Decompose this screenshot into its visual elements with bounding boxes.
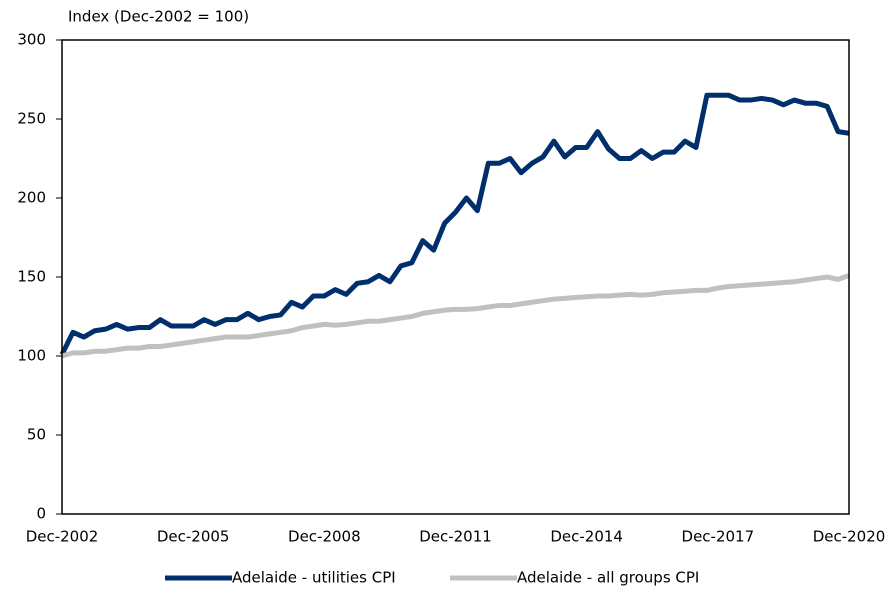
x-tick-label: Dec-2005 (157, 528, 230, 546)
legend-label: Adelaide - utilities CPI (232, 569, 396, 587)
series-line (59, 92, 850, 356)
x-tick-label: Dec-2014 (550, 528, 623, 546)
x-tick-label: Dec-2011 (419, 528, 492, 546)
y-tick-label: 100 (17, 347, 46, 365)
y-tick-label: 300 (17, 31, 46, 49)
plot-frame (61, 39, 850, 515)
legend-label: Adelaide - all groups CPI (517, 569, 699, 587)
x-tick-label: Dec-2008 (288, 528, 361, 546)
y-tick-label: 200 (17, 189, 46, 207)
y-tick-label: 50 (27, 426, 46, 444)
y-tick-label: 250 (17, 110, 46, 128)
axis-title: Index (Dec-2002 = 100) (68, 8, 249, 26)
y-tick-label: 150 (17, 268, 46, 286)
series-line (61, 273, 850, 359)
y-tick-label: 0 (36, 505, 46, 523)
x-tick-label: Dec-2002 (26, 528, 99, 546)
x-tick-label: Dec-2017 (682, 528, 755, 546)
x-tick-label: Dec-2020 (813, 528, 886, 546)
